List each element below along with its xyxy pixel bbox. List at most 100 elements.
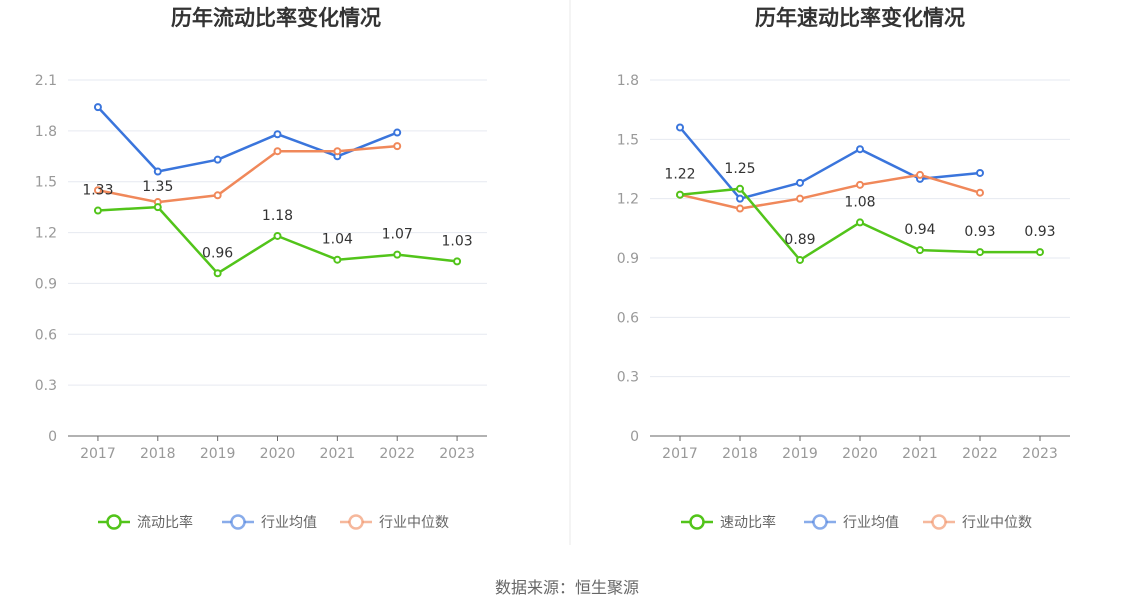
legend-item-1[interactable]: 行业均值 — [222, 514, 317, 531]
y-tick-label: 1.5 — [35, 175, 57, 191]
data-point — [976, 168, 984, 177]
data-label: 0.93 — [1024, 224, 1055, 240]
data-label: 1.33 — [82, 183, 113, 199]
data-point — [796, 255, 804, 264]
data-point — [93, 103, 102, 112]
x-tick-label: 2021 — [902, 446, 938, 462]
x-tick-label: 2017 — [662, 446, 698, 462]
legend-item-1[interactable]: 行业均值 — [804, 514, 899, 531]
data-label: 1.25 — [724, 161, 755, 177]
y-tick-label: 1.2 — [35, 226, 57, 242]
x-tick-label: 2021 — [320, 446, 356, 462]
legend-label: 行业中位数 — [962, 515, 1032, 531]
data-label: 0.96 — [202, 245, 233, 261]
legend-label: 行业均值 — [261, 515, 317, 531]
data-point — [856, 180, 864, 189]
chart-title: 历年速动比率变化情况 — [755, 6, 965, 30]
data-point — [393, 250, 402, 259]
data-point — [1036, 248, 1044, 257]
data-point — [453, 257, 462, 266]
legend-marker-icon — [931, 514, 947, 530]
x-tick-label: 2023 — [439, 446, 475, 462]
data-point — [676, 123, 684, 132]
legend-item-2[interactable]: 行业中位数 — [923, 514, 1032, 531]
y-tick-label: 0 — [48, 429, 57, 445]
data-point — [213, 269, 222, 278]
x-tick-label: 2019 — [782, 446, 818, 462]
data-source-note: 数据来源：恒生聚源 — [494, 578, 639, 597]
y-tick-label: 0.6 — [35, 327, 57, 343]
data-label: 1.07 — [382, 227, 413, 243]
y-tick-label: 0.3 — [617, 370, 639, 386]
y-tick-label: 1.8 — [617, 73, 639, 89]
legend-item-2[interactable]: 行业中位数 — [340, 514, 449, 531]
data-point — [333, 255, 342, 264]
data-point — [796, 178, 804, 187]
x-tick-label: 2020 — [842, 446, 878, 462]
data-point — [93, 206, 102, 215]
data-label: 1.35 — [142, 179, 173, 195]
x-tick-label: 2018 — [722, 446, 758, 462]
data-label: 0.94 — [904, 222, 935, 238]
data-point — [856, 218, 864, 227]
data-point — [976, 248, 984, 257]
data-point — [273, 147, 282, 156]
data-point — [213, 191, 222, 200]
data-point — [93, 186, 102, 195]
legend-label: 行业均值 — [843, 515, 899, 531]
x-tick-label: 2020 — [260, 446, 296, 462]
data-point — [333, 147, 342, 156]
y-tick-label: 1.2 — [617, 192, 639, 208]
x-tick-label: 2017 — [80, 446, 116, 462]
legend-marker-icon — [812, 514, 828, 530]
current-ratio-chart: 历年流动比率变化情况 0 0.3 0.6 0.9 1.2 1.5 1.8 2.1 2017 2018… — [35, 6, 487, 531]
data-label: 1.03 — [441, 233, 472, 249]
data-point — [736, 184, 744, 193]
y-tick-label: 0.3 — [35, 378, 57, 394]
data-point — [393, 142, 402, 151]
y-tick-label: 0.6 — [617, 310, 639, 326]
x-tick-label: 2019 — [200, 446, 236, 462]
y-tick-label: 2.1 — [35, 73, 57, 89]
series-line-2 — [679, 173, 981, 210]
data-label: 0.89 — [784, 232, 815, 248]
data-label: 1.18 — [262, 208, 293, 224]
data-point — [273, 130, 282, 139]
data-point — [916, 170, 924, 179]
data-point — [273, 231, 282, 240]
data-point — [916, 246, 924, 255]
data-point — [213, 155, 222, 164]
y-tick-label: 1.5 — [617, 132, 639, 148]
data-label: 0.93 — [964, 224, 995, 240]
series-line-1 — [96, 106, 398, 173]
legend-item-0[interactable]: 流动比率 — [98, 514, 193, 531]
series-line-2 — [97, 144, 398, 204]
data-label: 1.08 — [844, 194, 875, 210]
y-tick-label: 0.9 — [35, 276, 57, 292]
quick-ratio-chart: 历年速动比率变化情况 0 0.3 0.6 0.9 1.2 1.5 1.8 2017 2018 201… — [617, 6, 1070, 531]
data-point — [393, 128, 402, 137]
data-point — [856, 145, 864, 154]
data-point — [796, 194, 804, 203]
y-tick-label: 0.9 — [617, 251, 639, 267]
legend-label: 行业中位数 — [379, 515, 449, 531]
x-tick-label: 2022 — [962, 446, 998, 462]
data-point — [976, 188, 984, 197]
x-tick-label: 2023 — [1022, 446, 1058, 462]
legend-item-0[interactable]: 速动比率 — [681, 514, 776, 531]
data-point — [676, 190, 684, 199]
data-point — [736, 194, 744, 203]
data-point — [736, 204, 744, 213]
y-tick-label: 0 — [630, 429, 639, 445]
y-tick-label: 1.8 — [35, 124, 57, 140]
legend-marker-icon — [348, 514, 364, 530]
chart-title: 历年流动比率变化情况 — [171, 6, 381, 30]
data-point — [153, 203, 162, 212]
legend-marker-icon — [230, 514, 246, 530]
x-tick-label: 2018 — [140, 446, 176, 462]
legend-label: 速动比率 — [720, 514, 776, 531]
legend-label: 流动比率 — [137, 514, 193, 531]
data-point — [153, 167, 162, 176]
data-label: 1.22 — [664, 167, 695, 183]
